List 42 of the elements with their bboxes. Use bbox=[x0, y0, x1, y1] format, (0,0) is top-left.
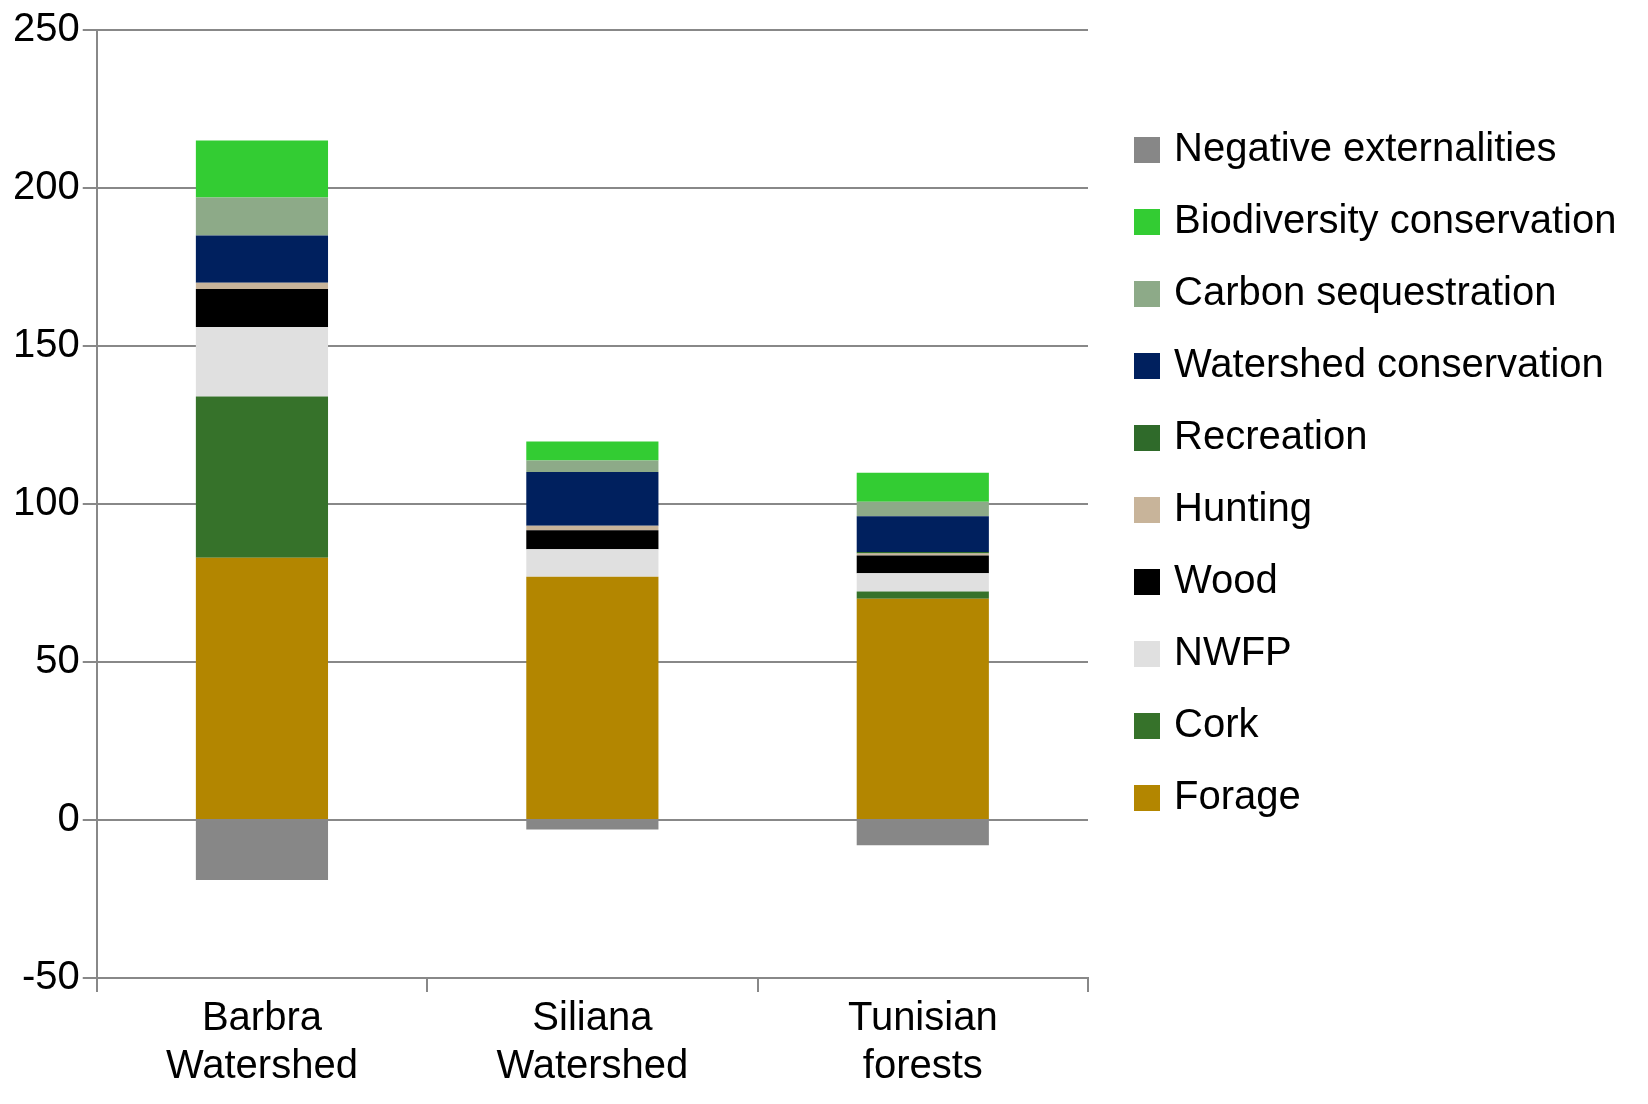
bar bbox=[856, 573, 989, 592]
legend-label: Carbon sequestration bbox=[1174, 269, 1557, 314]
y-tick-label: 150 bbox=[12, 321, 80, 366]
y-tick-label: 100 bbox=[12, 479, 80, 524]
x-tick-label: Siliana Watershed bbox=[496, 994, 689, 1087]
bar bbox=[195, 289, 329, 328]
bar bbox=[526, 576, 659, 819]
bar bbox=[195, 557, 329, 819]
bar bbox=[856, 472, 989, 502]
bar bbox=[195, 140, 329, 198]
bar bbox=[856, 555, 989, 574]
bar bbox=[195, 327, 329, 397]
bar bbox=[526, 549, 659, 577]
y-tick-label: -50 bbox=[21, 953, 80, 998]
y-tick-label: 50 bbox=[35, 637, 80, 682]
bar bbox=[526, 530, 659, 550]
legend-label: Wood bbox=[1174, 557, 1278, 602]
legend-label: Recreation bbox=[1174, 413, 1368, 458]
bar bbox=[856, 591, 989, 599]
legend-label: Biodiversity conservation bbox=[1174, 197, 1617, 242]
bar bbox=[856, 598, 989, 819]
legend-label: NWFP bbox=[1174, 629, 1292, 674]
legend-label: Watershed conservation bbox=[1174, 341, 1604, 386]
y-tick-label: 200 bbox=[12, 163, 80, 208]
legend-label: Forage bbox=[1174, 773, 1301, 818]
y-tick-label: 250 bbox=[12, 5, 80, 50]
bar bbox=[195, 282, 329, 290]
legend-label: Negative externalities bbox=[1174, 125, 1557, 170]
y-tick-label: 0 bbox=[57, 795, 80, 840]
bar bbox=[856, 501, 989, 517]
bar bbox=[526, 441, 659, 461]
legend-label: Cork bbox=[1174, 701, 1260, 746]
bar bbox=[195, 197, 329, 236]
bar bbox=[195, 235, 329, 283]
bar bbox=[526, 472, 659, 526]
bar bbox=[526, 460, 659, 473]
x-tick-label: Tunisian forests bbox=[847, 994, 998, 1087]
legend-label: Hunting bbox=[1174, 485, 1312, 530]
bar bbox=[856, 516, 989, 553]
bar bbox=[195, 396, 329, 558]
bar bbox=[526, 525, 659, 531]
x-tick-label: Barbra Watershed bbox=[165, 994, 358, 1087]
